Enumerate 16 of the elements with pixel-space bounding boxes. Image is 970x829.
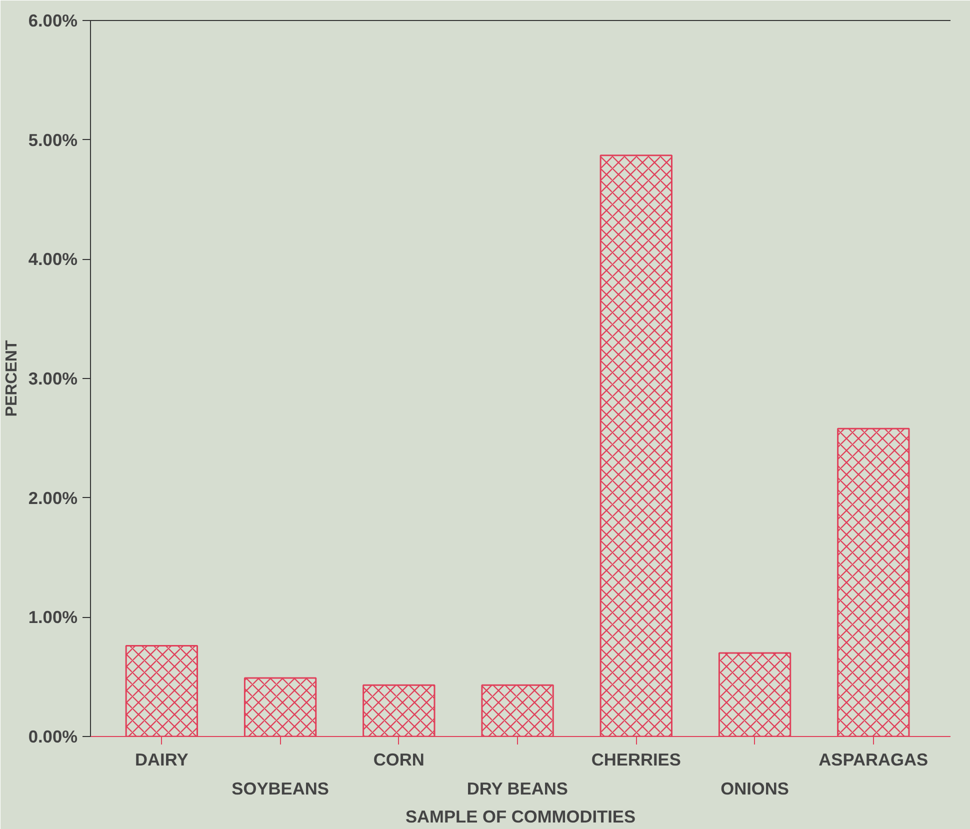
x-tick-label: SOYBEANS [232,778,329,798]
y-tick-label: 5.00% [28,130,78,150]
y-tick-label: 6.00% [28,10,78,30]
y-axis-title: PERCENT [3,340,20,417]
y-tick-label: 4.00% [28,249,78,270]
x-axis-title: SAMPLE OF COMMODITIES [405,806,636,826]
x-tick-label: DRY BEANS [466,778,568,798]
x-tick-label: ASPARAGAS [818,750,928,770]
y-tick-label: 3.00% [28,368,78,388]
x-tick-label: ONIONS [720,778,789,798]
x-tick-label: DAIRY [135,750,189,770]
x-tick-label: CHERRIES [591,750,681,770]
y-tick-label: 1.00% [28,607,78,628]
x-tick-label: CORN [373,750,424,770]
y-tick-label: 2.00% [28,488,78,508]
y-tick-label: 0.00% [28,726,78,746]
